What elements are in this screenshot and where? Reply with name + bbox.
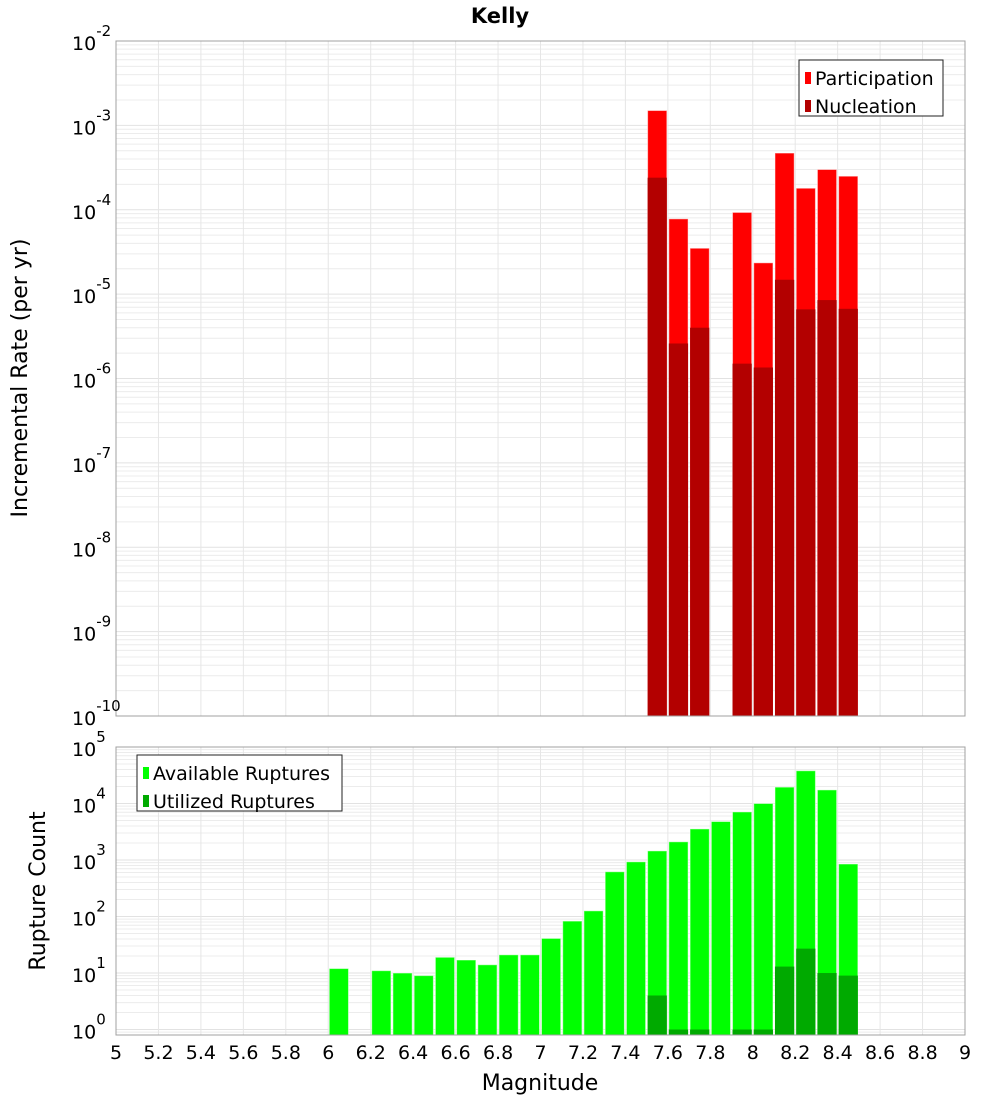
bar-available-ruptures [753,803,774,1036]
legend-swatch [805,100,811,112]
bar-nucleation [668,343,689,716]
bar-nucleation [838,308,858,716]
x-tick-label: 6.6 [440,1042,470,1064]
x-tick-label: 8.2 [780,1042,810,1064]
bar-available-ruptures [371,970,392,1036]
y-tick-label: 10-6 [72,360,111,393]
x-tick-label: 5.4 [186,1042,216,1064]
bar-nucleation [796,309,816,716]
x-tick-label: 8 [747,1042,759,1064]
y-tick-label: 100 [72,1011,106,1044]
bar-available-ruptures [541,937,562,1036]
bar-utilized-ruptures [838,975,858,1035]
bar-available-ruptures [392,972,413,1036]
bar-available-ruptures [668,841,689,1036]
bar-nucleation [647,177,667,716]
legend-swatch [143,767,149,779]
plot-border [115,746,966,1036]
legend-label: Participation [815,68,934,90]
bar-utilized-ruptures [732,1029,752,1035]
bar-utilized-ruptures [796,948,816,1035]
x-tick-label: 5.2 [143,1042,173,1064]
y-tick-label: 101 [72,954,106,987]
y-tick-label: 10-10 [72,697,121,730]
x-tick-label: 7 [534,1042,546,1064]
x-tick-label: 5.8 [271,1042,301,1064]
bar-available-ruptures [710,821,732,1036]
y-tick-label: 103 [72,841,106,874]
bar-available-ruptures [519,954,541,1036]
bar-available-ruptures [456,959,477,1036]
bar-available-ruptures [413,975,434,1036]
bar-available-ruptures [562,920,583,1036]
x-tick-label: 6.4 [398,1042,428,1064]
bar-nucleation [690,327,710,716]
legend-box [798,59,944,117]
bar-nucleation [774,279,795,716]
bottom-y-axis-label: Rupture Count [26,811,51,971]
y-tick-label: 10-7 [72,444,111,477]
x-tick-label: 7.4 [610,1042,640,1064]
y-tick-label: 10-5 [72,275,111,308]
x-tick-label: 7.2 [568,1042,598,1064]
chart-title: Kelly [471,4,530,28]
bottom-plot: 100 101 102 103 104 105 5 5.2 5.4 5.6 5.8 6 6.2 6.4 6.… [72,728,971,1064]
bar-available-ruptures [328,968,349,1036]
x-tick-label: 5.6 [228,1042,258,1064]
legend-swatch [143,795,149,807]
legend-label: Nucleation [815,96,917,118]
x-tick-label: 8.8 [907,1042,937,1064]
y-tick-label: 10-9 [72,613,111,646]
top-y-axis-label: Incremental Rate (per yr) [8,239,33,518]
bar-available-ruptures [625,861,647,1036]
legend-box [136,754,343,812]
bar-available-ruptures [689,828,710,1036]
bar-available-ruptures [604,871,625,1036]
x-tick-label: 9 [959,1042,971,1064]
x-tick-label: 7.8 [695,1042,725,1064]
y-tick-label: 10-4 [72,191,111,224]
x-tick-label: 8.6 [865,1042,895,1064]
top-plot: 10-10 10-9 10-8 10-7 10-6 10-5 10-4 10-3 10-2 Par… [72,22,966,730]
bar-available-ruptures [583,910,604,1036]
x-tick-label: 6.8 [483,1042,513,1064]
bar-available-ruptures [434,956,456,1036]
y-tick-label: 10-3 [72,106,111,139]
x-tick-label: 8.4 [823,1042,853,1064]
y-tick-label: 10-2 [72,22,111,55]
bar-utilized-ruptures [774,966,795,1035]
y-tick-label: 102 [72,898,106,931]
legend: Available Ruptures Utilized Ruptures [136,754,343,813]
x-tick-label: 6.2 [356,1042,386,1064]
bar-nucleation [732,363,752,716]
bar-available-ruptures [498,954,519,1036]
legend: Participation Nucleation [798,59,944,118]
bar-available-ruptures [477,964,498,1036]
legend-label: Available Ruptures [153,763,330,785]
bar-utilized-ruptures [668,1029,689,1035]
x-tick-label: 6 [322,1042,334,1064]
legend-swatch [805,72,811,84]
bar-nucleation [817,300,837,716]
plot-border [115,40,966,717]
bar-utilized-ruptures [817,973,837,1035]
bar-utilized-ruptures [647,995,667,1035]
y-tick-label: 105 [72,728,106,761]
x-tick-label: 7.6 [653,1042,683,1064]
x-axis-label: Magnitude [482,1071,599,1096]
y-tick-label: 10-8 [72,528,111,561]
legend-label: Utilized Ruptures [153,791,315,813]
x-tick-label: 5 [110,1042,122,1064]
bar-utilized-ruptures [753,1029,773,1035]
bar-available-ruptures [732,811,753,1036]
bar-utilized-ruptures [690,1029,710,1035]
bar-nucleation [753,367,773,716]
y-tick-label: 104 [72,785,106,818]
